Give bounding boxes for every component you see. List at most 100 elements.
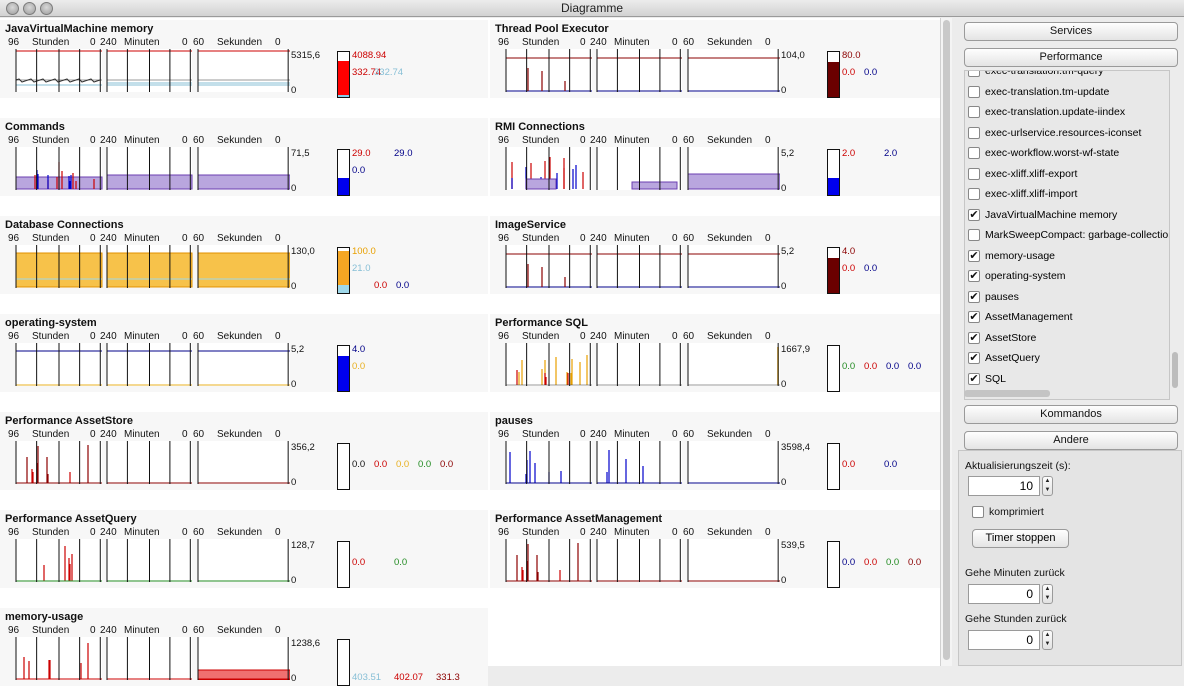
metric-checkbox[interactable] xyxy=(968,71,980,77)
axis-header-label: 0 xyxy=(182,625,188,636)
metric-list-item[interactable]: exec-workflow.worst-wf-state xyxy=(965,143,1169,163)
level-gauge xyxy=(827,51,840,98)
refresh-stepper[interactable]: ▲ ▼ xyxy=(1042,476,1053,496)
back-minutes-stepper[interactable]: ▲ ▼ xyxy=(1042,584,1053,604)
performance-button[interactable]: Performance xyxy=(964,48,1178,67)
axis-header-label: 96 xyxy=(8,37,20,48)
current-value: 0.0 xyxy=(884,459,898,470)
y-axis-max: 5315,6 xyxy=(291,50,321,61)
axis-header-label: Stunden xyxy=(522,135,560,146)
current-value: 0.0 xyxy=(418,459,432,470)
metric-list-item[interactable]: ✔ pauses xyxy=(965,287,1169,307)
axis-header-label: 0 xyxy=(672,331,678,342)
minimize-window-button[interactable] xyxy=(23,2,36,15)
axis-header-label: 0 xyxy=(580,331,586,342)
gauge-fill-top xyxy=(338,250,349,286)
metric-list-scrollbar[interactable] xyxy=(1170,70,1180,400)
metric-list-item[interactable]: ✔ JavaVirtualMachine memory xyxy=(965,205,1169,225)
timeseries-chart xyxy=(505,539,780,582)
level-gauge xyxy=(337,639,350,686)
axis-header-label: 0 xyxy=(182,527,188,538)
metric-checkbox[interactable] xyxy=(968,147,980,159)
metric-checkbox[interactable]: ✔ xyxy=(968,372,980,385)
metric-checkbox[interactable] xyxy=(968,167,980,180)
metric-label: exec-translation.update-iindex xyxy=(985,106,1126,118)
metric-checkbox[interactable]: ✔ xyxy=(968,290,980,303)
metric-list-item[interactable]: MarkSweepCompact: garbage-collection xyxy=(965,225,1169,245)
axis-header-label: 0 xyxy=(765,429,771,440)
gauge-fill-bottom xyxy=(338,95,349,97)
close-window-button[interactable] xyxy=(6,2,19,15)
back-hours-stepper[interactable]: ▲ ▼ xyxy=(1042,630,1053,650)
metric-checkbox[interactable] xyxy=(968,106,980,118)
metric-checkbox[interactable]: ✔ xyxy=(968,249,980,262)
current-value: 21.0 xyxy=(352,263,371,274)
back-minutes-input[interactable]: 0 xyxy=(968,584,1040,604)
y-axis-min: 0 xyxy=(781,281,787,292)
metric-list-item[interactable]: ✔ AssetStore xyxy=(965,328,1169,348)
metric-checkbox[interactable] xyxy=(968,229,980,241)
charts-scrollbar-thumb[interactable] xyxy=(943,20,950,660)
metric-list-item[interactable]: exec-translation.tm-update xyxy=(965,82,1169,102)
services-button[interactable]: Services xyxy=(964,22,1178,41)
y-axis-min: 0 xyxy=(291,281,297,292)
current-value: 0.0 xyxy=(352,361,366,372)
current-values: 0.0 0.0 0.0 0.0 0.0 xyxy=(352,442,488,488)
axis-header-label: Sekunden xyxy=(707,429,753,440)
metric-checkbox[interactable] xyxy=(968,188,980,200)
current-value: 0.0 xyxy=(352,165,366,176)
chart-title: Commands xyxy=(5,121,65,133)
chart-title: Thread Pool Executor xyxy=(495,23,609,35)
metric-list-item[interactable]: exec-xliff.xliff-export xyxy=(965,164,1169,184)
axis-header-label: Minuten xyxy=(614,429,650,440)
metric-label: exec-urlservice.resources-iconset xyxy=(985,126,1142,139)
axis-header-label: Sekunden xyxy=(217,233,263,244)
metric-checkbox[interactable]: ✔ xyxy=(968,331,980,344)
metric-list-scrollbar-thumb[interactable] xyxy=(1172,352,1178,388)
back-hours-input[interactable]: 0 xyxy=(968,630,1040,650)
timeseries-chart xyxy=(15,637,290,680)
metric-list-item[interactable]: ✔ operating-system xyxy=(965,266,1169,286)
axis-header-label: 60 xyxy=(193,625,205,636)
stop-timer-button[interactable]: Timer stoppen xyxy=(972,529,1069,548)
metric-checkbox[interactable]: ✔ xyxy=(968,311,980,323)
andere-button[interactable]: Andere xyxy=(964,431,1178,450)
metric-checkbox[interactable] xyxy=(968,126,980,139)
timeseries-chart xyxy=(15,441,290,484)
refresh-interval-input[interactable]: 10 xyxy=(968,476,1040,496)
charts-scrollbar[interactable] xyxy=(940,18,952,666)
axis-header-label: Stunden xyxy=(32,37,70,48)
current-value: 0.0 xyxy=(908,557,922,568)
metric-list-item[interactable]: exec-urlservice.resources-iconset xyxy=(965,123,1169,143)
chart-panel: Performance SQL 96 Stunden 0 240 Minuten 0 60 Se… xyxy=(490,314,978,392)
metric-list-hscrollbar[interactable] xyxy=(964,390,1050,397)
axis-header-label: Stunden xyxy=(522,37,560,48)
axis-header-label: Stunden xyxy=(32,135,70,146)
area-fill xyxy=(197,252,290,288)
current-value: 0.0 xyxy=(396,459,410,470)
metric-list-item[interactable]: ✔ SQL xyxy=(965,369,1169,389)
axis-header-label: 0 xyxy=(275,625,281,636)
axis-header-label: Minuten xyxy=(124,625,160,636)
metric-list-item[interactable]: exec-translation.tm-query xyxy=(965,71,1169,81)
kommandos-button[interactable]: Kommandos xyxy=(964,405,1178,424)
metric-list-item[interactable]: ✔ AssetManagement xyxy=(965,307,1169,327)
axis-header-label: 240 xyxy=(100,37,117,48)
metric-list-item[interactable]: exec-xliff.xliff-import xyxy=(965,184,1169,204)
compressed-checkbox[interactable] xyxy=(972,506,984,518)
metric-list-item[interactable]: exec-translation.update-iindex xyxy=(965,102,1169,122)
metric-checkbox[interactable]: ✔ xyxy=(968,270,980,282)
metric-checkbox[interactable]: ✔ xyxy=(968,352,980,364)
axis-header-label: Minuten xyxy=(124,429,160,440)
metric-checkbox[interactable]: ✔ xyxy=(968,208,980,221)
metric-list-item[interactable]: ✔ AssetQuery xyxy=(965,348,1169,368)
current-value: 332.74 xyxy=(352,67,382,78)
metric-list-item[interactable]: ✔ memory-usage xyxy=(965,246,1169,266)
y-axis-max: 1238,6 xyxy=(291,638,321,649)
zoom-window-button[interactable] xyxy=(40,2,53,15)
axis-header-label: 240 xyxy=(100,625,117,636)
metric-checkbox[interactable] xyxy=(968,85,980,98)
y-axis-max: 71,5 xyxy=(291,148,310,159)
axis-header-label: 240 xyxy=(590,429,607,440)
current-value: 0.0 xyxy=(352,557,366,568)
